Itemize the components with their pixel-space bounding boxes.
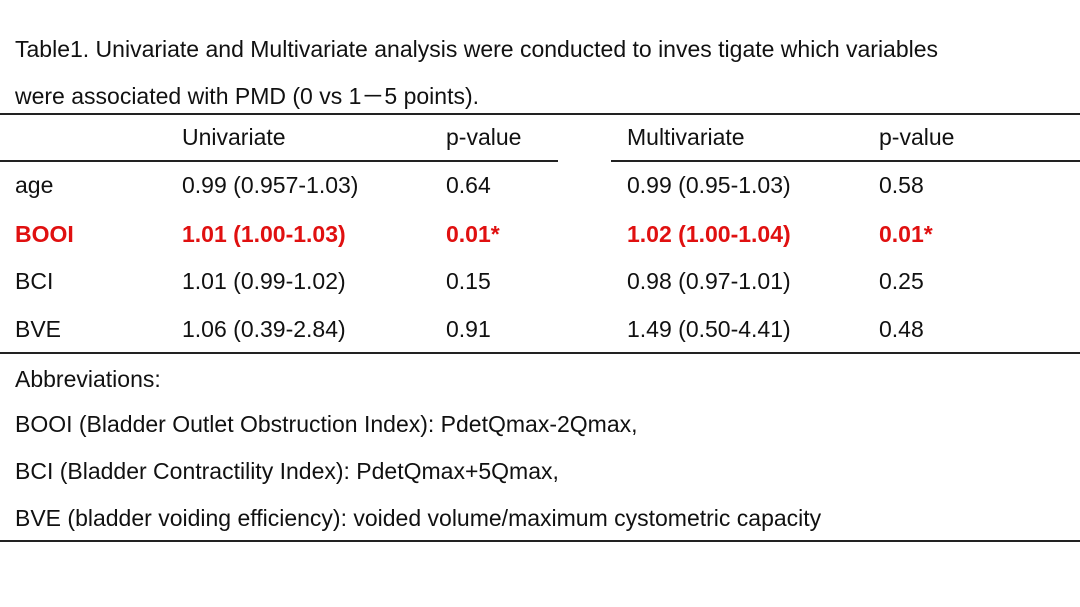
top-rule bbox=[0, 113, 1080, 115]
row-bci-multivariate: 0.98 (0.97-1.01) bbox=[627, 268, 791, 294]
header-rule-left bbox=[0, 160, 558, 162]
row-bve-p-multi: 0.48 bbox=[879, 316, 924, 342]
row-bci-p-uni: 0.15 bbox=[446, 268, 491, 294]
row-bve-multivariate: 1.49 (0.50-4.41) bbox=[627, 316, 791, 342]
row-bci-label: BCI bbox=[15, 268, 54, 294]
header-multivariate: Multivariate bbox=[627, 124, 745, 150]
row-age-multivariate: 0.99 (0.95-1.03) bbox=[627, 172, 791, 198]
row-age-label: age bbox=[15, 172, 54, 198]
row-booi-label: BOOI bbox=[15, 221, 74, 247]
row-bve-p-uni: 0.91 bbox=[446, 316, 491, 342]
header-p-value-uni: p-value bbox=[446, 124, 522, 150]
caption-line-2: were associated with PMD (0 vs 1－5 point… bbox=[15, 83, 480, 109]
row-booi-univariate: 1.01 (1.00-1.03) bbox=[182, 221, 346, 247]
header-univariate: Univariate bbox=[182, 124, 286, 150]
bottom-rule bbox=[0, 540, 1080, 542]
caption-line-1: Table1. Univariate and Multivariate anal… bbox=[15, 36, 939, 62]
row-bci-univariate: 1.01 (0.99-1.02) bbox=[182, 268, 346, 294]
row-bve-label: BVE bbox=[15, 316, 62, 342]
row-age-univariate: 0.99 (0.957-1.03) bbox=[182, 172, 359, 198]
row-bci-p-multi: 0.25 bbox=[879, 268, 924, 294]
abbreviation-booi: BOOI (Bladder Outlet Obstruction Index):… bbox=[15, 411, 638, 437]
table-caption: Table1. Univariate and Multivariate anal… bbox=[15, 26, 1075, 120]
abbreviations-title: Abbreviations: bbox=[15, 366, 161, 392]
header-p-value-multi: p-value bbox=[879, 124, 955, 150]
header-rule-right bbox=[611, 160, 1080, 162]
table-bottom-rule bbox=[0, 352, 1080, 354]
abbreviation-bve: BVE (bladder voiding efficiency): voided… bbox=[15, 505, 822, 531]
row-booi-p-uni: 0.01* bbox=[446, 221, 500, 247]
abbreviation-bci: BCI (Bladder Contractility Index): PdetQ… bbox=[15, 458, 559, 484]
row-age-p-uni: 0.64 bbox=[446, 172, 491, 198]
row-bve-univariate: 1.06 (0.39-2.84) bbox=[182, 316, 346, 342]
row-booi-multivariate: 1.02 (1.00-1.04) bbox=[627, 221, 791, 247]
row-booi-p-multi: 0.01* bbox=[879, 221, 933, 247]
row-age-p-multi: 0.58 bbox=[879, 172, 924, 198]
